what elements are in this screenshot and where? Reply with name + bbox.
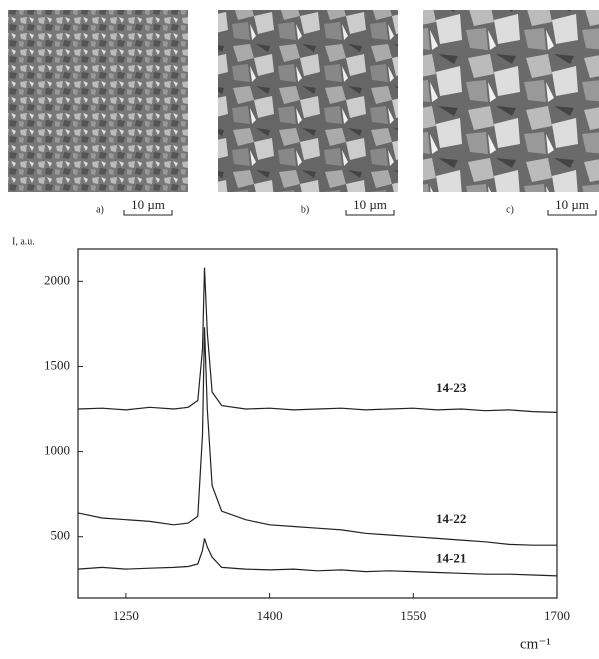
x-tick-label: 1250	[113, 608, 139, 623]
plot-frame	[77, 248, 558, 599]
series-label: 14-22	[436, 511, 466, 526]
spectrum-line	[77, 327, 557, 546]
sem-image	[423, 10, 599, 192]
scale-label: 10 µm	[353, 197, 387, 212]
series-label: 14-23	[436, 380, 467, 395]
y-tick-label: 500	[51, 528, 71, 543]
y-tick-label: 1000	[44, 443, 70, 458]
y-tick-label: 1500	[44, 357, 70, 372]
scale-label: 10 µm	[555, 197, 589, 212]
image-caption: a)	[96, 204, 104, 215]
image-caption: b)	[301, 204, 309, 215]
y-axis-label: I, a.u.	[12, 236, 35, 247]
series-label: 14-21	[436, 550, 466, 565]
x-tick-label: 1550	[400, 608, 426, 623]
sem-image	[218, 10, 398, 192]
y-tick-label: 2000	[44, 272, 70, 287]
spectrum-line	[77, 267, 558, 413]
image-caption: c)	[506, 204, 514, 215]
scale-label: 10 µm	[131, 197, 165, 212]
sem-image	[8, 10, 188, 192]
scale-bar	[547, 210, 597, 216]
x-tick-label: 1700	[544, 608, 570, 623]
scale-bar	[123, 210, 173, 216]
spectrum-line	[77, 538, 558, 577]
scale-bar	[345, 210, 395, 216]
x-axis-label: cm⁻¹	[520, 636, 551, 652]
x-tick-label: 1400	[257, 608, 283, 623]
